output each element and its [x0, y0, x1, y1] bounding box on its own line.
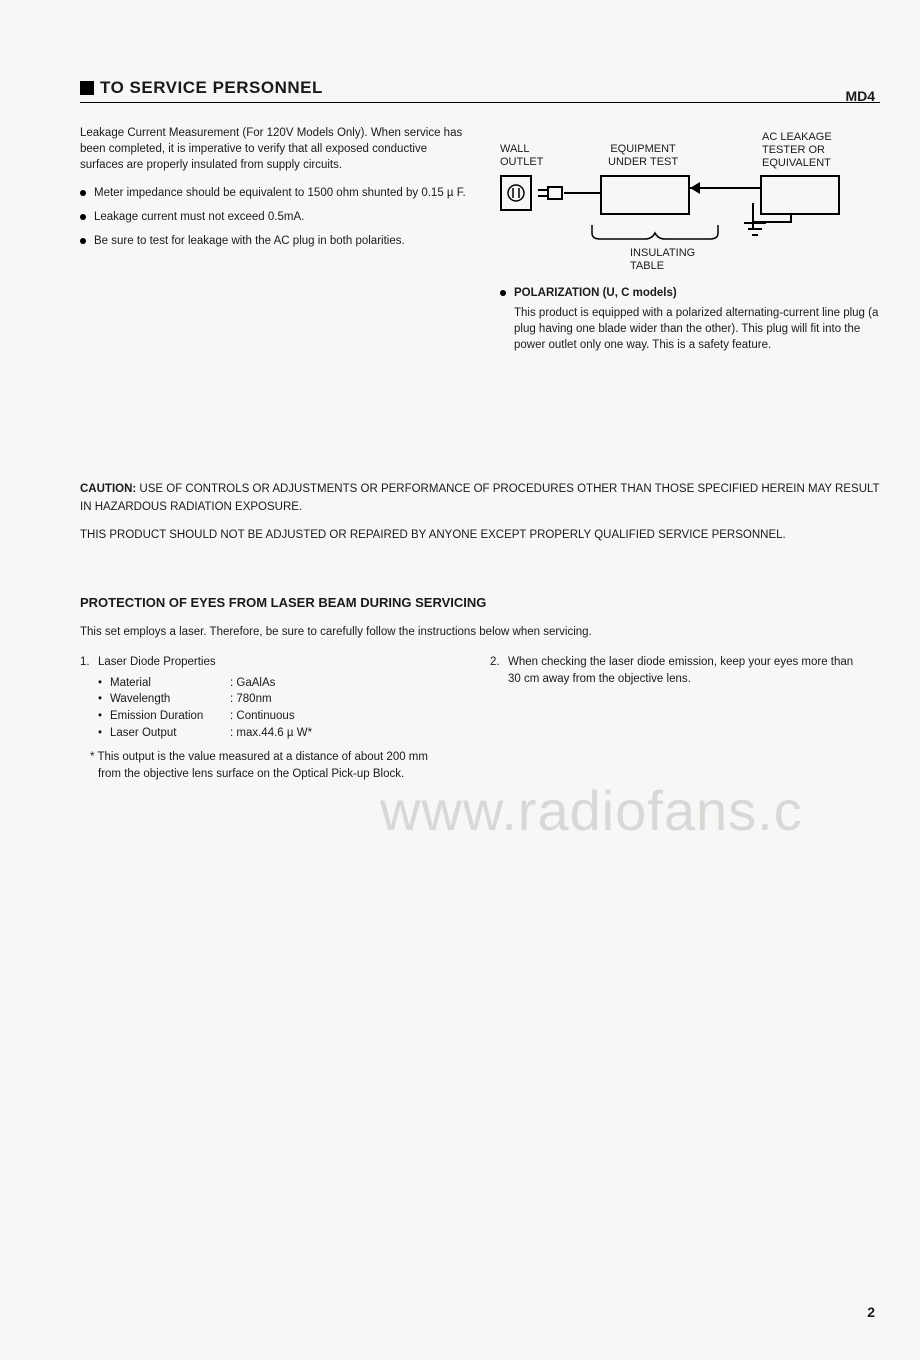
diag-label-wall: WALL OUTLET [500, 143, 543, 169]
diag-tester-box [760, 175, 840, 215]
outlet-icon [502, 177, 530, 209]
bullet-text: Meter impedance should be equivalent to … [94, 185, 470, 201]
diag-wire [752, 203, 754, 215]
caution-block: CAUTION: USE OF CONTROLS OR ADJUSTMENTS … [80, 481, 880, 544]
item2-number: 2. [490, 654, 508, 687]
polarization-body: This product is equipped with a polarize… [514, 305, 880, 353]
diag-equipment-box [600, 175, 690, 215]
item2-body: When checking the laser diode emission, … [508, 654, 860, 687]
diagram-column: WALL OUTLET EQUIPMENT UNDER TEST AC LEAK… [500, 125, 880, 361]
test-setup-diagram: WALL OUTLET EQUIPMENT UNDER TEST AC LEAK… [500, 125, 870, 275]
caution-para1: USE OF CONTROLS OR ADJUSTMENTS OR PERFOR… [80, 483, 879, 513]
laser-prop-row: • Wavelength : 780nm [98, 691, 450, 708]
prop-value: : 780nm [230, 691, 450, 708]
prop-value: : max.44.6 µ W* [230, 725, 450, 742]
bullet-icon [80, 238, 86, 244]
laser-prop-row: • Laser Output : max.44.6 µ W* [98, 725, 450, 742]
title-square-icon [80, 81, 94, 95]
caution-para2: THIS PRODUCT SHOULD NOT BE ADJUSTED OR R… [80, 527, 880, 545]
bullet-icon: • [98, 691, 110, 708]
leakage-bullet: Be sure to test for leakage with the AC … [80, 233, 470, 249]
prop-name: Material [110, 675, 230, 692]
watermark-text: www.radiofans.c [380, 778, 803, 843]
laser-prop-row: • Material : GaAlAs [98, 675, 450, 692]
polarization-block: POLARIZATION (U, C models) This product … [500, 285, 880, 353]
prop-name: Emission Duration [110, 708, 230, 725]
table-bracket-icon [590, 223, 720, 243]
page-number: 2 [867, 1304, 875, 1320]
leakage-column: Leakage Current Measurement (For 120V Mo… [80, 125, 470, 361]
title-underline [80, 102, 880, 103]
bullet-icon [500, 290, 506, 296]
ground-icon [740, 221, 770, 239]
leakage-bullet: Leakage current must not exceed 0.5mA. [80, 209, 470, 225]
bullet-icon: • [98, 675, 110, 692]
item1-number: 1. [80, 654, 98, 671]
diag-label-equipment: EQUIPMENT UNDER TEST [608, 143, 678, 169]
section-title: TO SERVICE PERSONNEL [80, 78, 880, 98]
diag-wall-box [500, 175, 532, 211]
diag-label-table: INSULATING TABLE [630, 247, 695, 273]
section-title-text: TO SERVICE PERSONNEL [100, 78, 323, 98]
prop-name: Laser Output [110, 725, 230, 742]
caution-label: CAUTION: [80, 483, 136, 495]
protection-title: PROTECTION OF EYES FROM LASER BEAM DURIN… [80, 595, 880, 610]
bullet-icon: • [98, 708, 110, 725]
arrow-left-icon [690, 181, 702, 195]
diag-label-tester: AC LEAKAGE TESTER OR EQUIVALENT [762, 131, 832, 171]
leakage-bullet: Meter impedance should be equivalent to … [80, 185, 470, 201]
diag-wire [564, 192, 600, 194]
polarization-heading: POLARIZATION (U, C models) [514, 285, 880, 301]
diag-wire [752, 221, 792, 223]
bullet-icon [80, 190, 86, 196]
bullet-text: Be sure to test for leakage with the AC … [94, 233, 470, 249]
laser-left-col: 1. Laser Diode Properties • Material : G… [80, 654, 450, 783]
laser-right-col: 2. When checking the laser diode emissio… [490, 654, 860, 783]
prop-value: : GaAlAs [230, 675, 450, 692]
prop-value: : Continuous [230, 708, 450, 725]
bullet-icon [80, 214, 86, 220]
protection-intro: This set employs a laser. Therefore, be … [80, 624, 880, 640]
laser-prop-row: • Emission Duration : Continuous [98, 708, 450, 725]
item1-heading: Laser Diode Properties [98, 654, 216, 671]
laser-footnote: * This output is the value measured at a… [80, 749, 450, 782]
leakage-intro: Leakage Current Measurement (For 120V Mo… [80, 125, 470, 173]
bullet-icon: • [98, 725, 110, 742]
prop-name: Wavelength [110, 691, 230, 708]
bullet-text: Leakage current must not exceed 0.5mA. [94, 209, 470, 225]
